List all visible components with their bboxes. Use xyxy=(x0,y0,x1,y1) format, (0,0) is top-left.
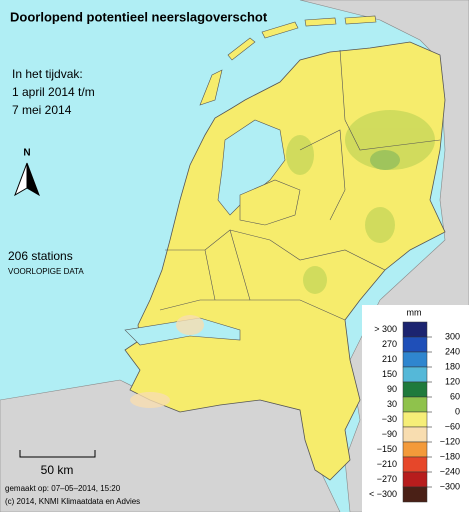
north-label: N xyxy=(23,148,30,159)
legend-swatch xyxy=(402,441,428,458)
legend-class-label: 210 xyxy=(382,354,397,364)
legend-swatch xyxy=(402,456,428,473)
legend-bound-label: −240 xyxy=(440,466,460,476)
dark-green-area xyxy=(370,150,400,170)
legend-class-label: −90 xyxy=(382,429,397,439)
legend-bound-label: 240 xyxy=(445,346,460,356)
border xyxy=(159,299,250,311)
vlieland xyxy=(227,37,256,61)
legend-class-label: −210 xyxy=(377,459,397,469)
green-area xyxy=(345,110,435,170)
legend-bound-label: 300 xyxy=(445,331,460,341)
legend-swatch xyxy=(402,426,428,443)
flevoland xyxy=(239,179,301,226)
legend-bound-label: −60 xyxy=(445,421,460,431)
legend-bound-label: −120 xyxy=(440,436,460,446)
province-borders xyxy=(159,49,441,321)
north-arrow-right xyxy=(26,162,40,197)
legend-swatch xyxy=(402,321,428,338)
ameland xyxy=(304,17,337,27)
legend-class-label: −30 xyxy=(382,414,397,424)
wet-areas xyxy=(286,110,435,294)
legend-swatch xyxy=(402,396,428,413)
legend-bound-label: −300 xyxy=(440,481,460,491)
period-label: In het tijdvak: xyxy=(12,67,83,81)
legend-swatch xyxy=(402,336,428,353)
legend-class-label: 30 xyxy=(387,399,397,409)
legend-class-label: < −300 xyxy=(369,489,397,499)
border xyxy=(299,129,346,221)
border xyxy=(165,249,216,301)
dry-area xyxy=(176,315,204,335)
terschelling xyxy=(261,21,299,39)
green-area xyxy=(286,135,314,175)
legend-swatch xyxy=(402,366,428,383)
legend-swatch xyxy=(402,411,428,428)
legend-class-label: 150 xyxy=(382,369,397,379)
legend-unit: mm xyxy=(407,307,422,317)
legend-bound-label: 120 xyxy=(445,376,460,386)
period-end: 7 mei 2014 xyxy=(12,103,72,117)
title: Doorlopend potentieel neerslagoverschot xyxy=(10,9,268,24)
border xyxy=(229,229,386,271)
legend: mm > 300 270 210 150 90 30 −30 −90 −150 −210 −270 <… xyxy=(362,305,469,512)
legend-class-label: > 300 xyxy=(374,324,397,334)
copyright: (c) 2014, KNMI Klimaatdata en Advies xyxy=(5,497,140,506)
legend-swatch xyxy=(402,471,428,488)
border xyxy=(339,49,441,151)
legend-class-label: −150 xyxy=(377,444,397,454)
scale-label: 50 km xyxy=(41,463,74,477)
legend-bound-label: −180 xyxy=(440,451,460,461)
legend-class-label: −270 xyxy=(377,474,397,484)
legend-bound-label: 180 xyxy=(445,361,460,371)
created: gemaakt op: 07–05–2014, 15:20 xyxy=(5,484,121,493)
status: VOORLOPIGE DATA xyxy=(8,267,84,276)
legend-bound-label: 0 xyxy=(455,406,460,416)
legend-swatch xyxy=(402,381,428,398)
green-area xyxy=(303,266,327,294)
wadden-islands xyxy=(199,15,377,106)
period-start: 1 april 2014 t/m xyxy=(12,85,95,99)
green-area xyxy=(365,207,395,243)
texel xyxy=(199,69,223,106)
schiermonnikoog xyxy=(344,15,377,25)
dry-area xyxy=(130,392,170,408)
legend-bound-label: 60 xyxy=(450,391,460,401)
dry-areas xyxy=(130,315,204,408)
stations: 206 stations xyxy=(8,249,73,263)
legend-class-label: 270 xyxy=(382,339,397,349)
legend-swatch xyxy=(402,486,428,503)
legend-swatch xyxy=(402,351,428,368)
legend-class-label: 90 xyxy=(387,384,397,394)
scale-bar xyxy=(19,450,96,458)
